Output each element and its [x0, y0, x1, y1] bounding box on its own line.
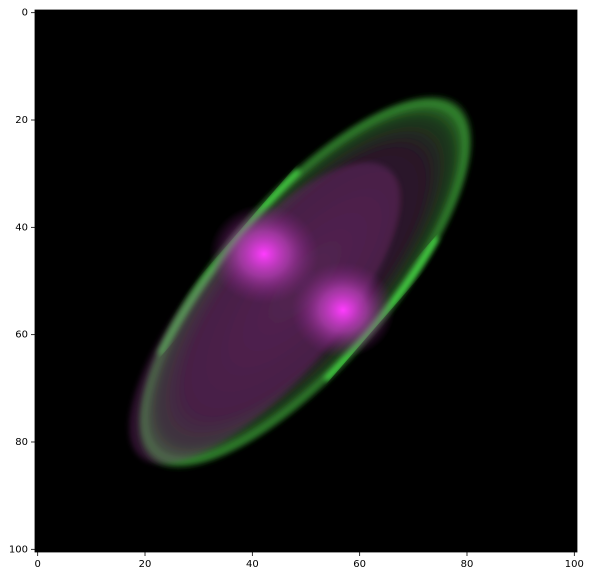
- image: [35, 10, 577, 552]
- x-tick-label: 60: [353, 559, 366, 570]
- x-tick-label: 20: [139, 559, 152, 570]
- axes-frame: [34, 9, 578, 553]
- y-tick-label: 40: [15, 222, 28, 233]
- y-tick-label: 0: [22, 8, 28, 19]
- y-tick-label: 100: [9, 544, 28, 555]
- x-tick-label: 40: [246, 559, 259, 570]
- y-tick-label: 80: [15, 437, 28, 448]
- x-tick-label: 80: [461, 559, 474, 570]
- y-tick-label: 60: [15, 330, 28, 341]
- x-tick-label: 0: [34, 559, 40, 570]
- y-tick-label: 20: [15, 115, 28, 126]
- x-tick-label: 100: [565, 559, 584, 570]
